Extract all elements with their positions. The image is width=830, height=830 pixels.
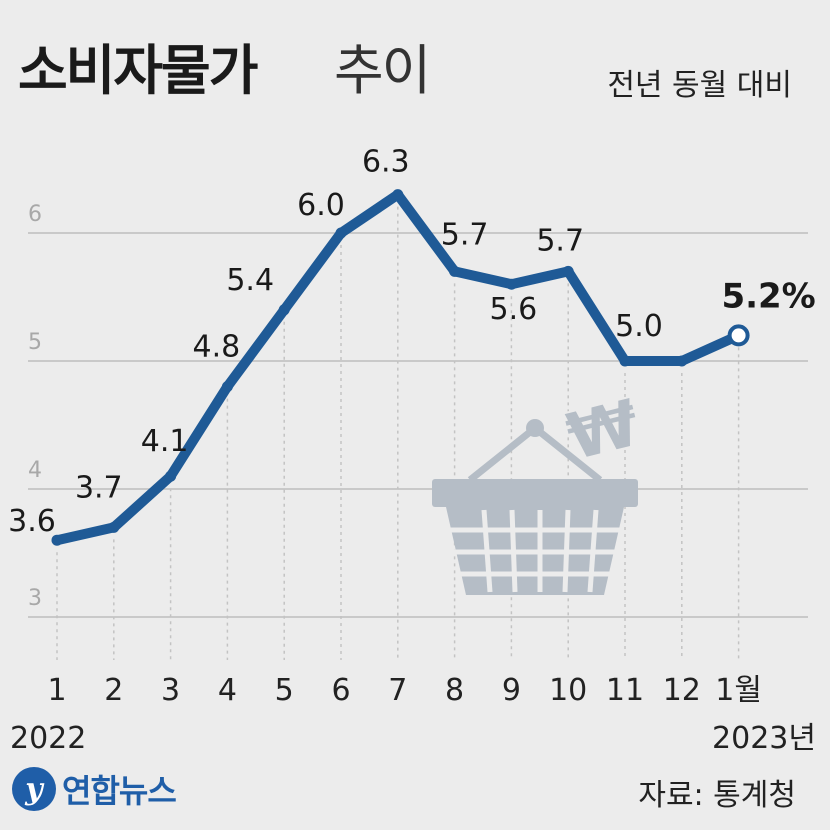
- chart-title: 소비자물가: [18, 39, 258, 102]
- data-point: [221, 381, 233, 393]
- yonhap-logo-text: 연합뉴스: [62, 772, 177, 810]
- data-point: [335, 227, 347, 239]
- x-tick-label: 6: [331, 673, 350, 708]
- data-label: 6.3: [362, 145, 410, 180]
- y-tick-label: 4: [28, 458, 42, 483]
- yonhap-logo-icon: y: [12, 767, 56, 811]
- data-point: [165, 470, 177, 482]
- y-tick-label: 6: [28, 202, 42, 227]
- data-label: 4.1: [141, 424, 189, 459]
- y-tick-label: 3: [28, 586, 42, 611]
- data-point: [51, 534, 63, 546]
- year-label-2022: 2022: [10, 721, 86, 756]
- data-label: 5.6: [490, 292, 538, 327]
- data-point: [619, 355, 631, 367]
- shopping-basket-won-icon: ₩: [432, 385, 648, 595]
- x-tick-label: 7: [388, 673, 407, 708]
- data-point: [505, 278, 517, 290]
- x-tick-label: 12: [663, 673, 701, 708]
- data-point: [449, 265, 461, 277]
- data-label: 3.7: [75, 470, 123, 505]
- data-label-highlight: 5.2%: [721, 276, 815, 316]
- series-layer: [51, 189, 750, 546]
- data-point: [676, 355, 688, 367]
- yonhap-logo: y 연합뉴스: [12, 766, 177, 812]
- data-label: 4.8: [193, 330, 241, 365]
- data-point: [562, 265, 574, 277]
- x-tick-label: 10: [549, 673, 587, 708]
- x-tick-label: 5: [275, 673, 294, 708]
- data-point: [278, 304, 290, 316]
- x-tick-label: 1: [47, 673, 66, 708]
- source-note: 자료: 통계청: [638, 778, 796, 813]
- chart-title-suffix: 추이: [334, 39, 431, 102]
- data-label: 3.6: [8, 504, 56, 539]
- x-tick-label: 11: [606, 673, 644, 708]
- data-point-highlight: [727, 324, 750, 347]
- data-point: [392, 189, 404, 201]
- data-label: 5.4: [226, 263, 274, 298]
- chart-subtitle: 전년 동월 대비: [607, 68, 792, 103]
- y-tick-label: 5: [28, 330, 42, 355]
- x-tick-label: 1월: [715, 673, 762, 708]
- x-tick-label: 2: [104, 673, 123, 708]
- year-label-2023: 2023년: [712, 721, 816, 756]
- data-label: 5.7: [536, 223, 584, 258]
- data-label: 5.7: [441, 217, 489, 252]
- data-label: 6.0: [297, 188, 345, 223]
- x-tick-label: 4: [218, 673, 237, 708]
- data-point: [108, 521, 120, 533]
- data-label: 5.0: [615, 309, 663, 344]
- x-tick-label: 3: [161, 673, 180, 708]
- x-tick-label: 8: [445, 673, 464, 708]
- x-tick-label: 9: [502, 673, 521, 708]
